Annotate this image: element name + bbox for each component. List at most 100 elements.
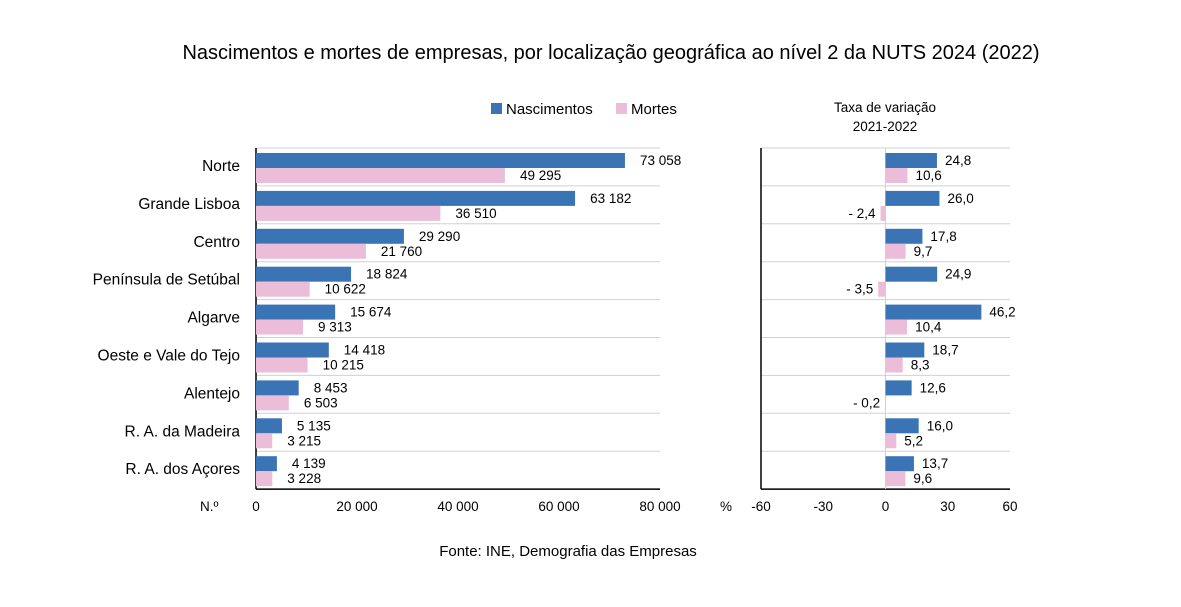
data-label-mortes: 21 760: [381, 244, 422, 259]
rate-bar-mortes: [885, 319, 908, 335]
legend-swatch-nascimentos: [491, 103, 502, 114]
data-label-nascimentos: 29 290: [419, 229, 460, 244]
rate-bar-mortes: [880, 205, 886, 221]
data-label-mortes: 10 215: [323, 358, 364, 373]
rate-bar-nascimentos: [885, 228, 923, 244]
rate-label-nascimentos: 18,7: [932, 343, 958, 358]
x-axis-label: N.º: [200, 499, 219, 514]
category-label: R. A. dos Açores: [125, 461, 240, 478]
bar-mortes: [256, 281, 310, 297]
rate-bar-mortes: [878, 281, 886, 297]
data-label-nascimentos: 8 453: [314, 380, 348, 395]
rate-bar-nascimentos: [885, 304, 982, 320]
source-label: Fonte:: [439, 543, 482, 560]
bar-nascimentos: [256, 304, 336, 320]
data-label-mortes: 3 228: [287, 471, 321, 486]
data-label-mortes: 3 215: [287, 433, 321, 448]
rate-label-nascimentos: 12,6: [920, 380, 946, 395]
rate-label-nascimentos: 24,8: [945, 153, 971, 168]
rate-label-nascimentos: 13,7: [922, 456, 948, 471]
rate-bar-nascimentos: [885, 418, 919, 434]
category-label: Algarve: [187, 310, 240, 327]
rate-x-tick-label: 0: [882, 499, 890, 514]
x-tick-label: 20 000: [336, 499, 377, 514]
source-text: INE, Demografia das Empresas: [481, 543, 697, 560]
rate-bar-mortes: [885, 395, 886, 411]
rate-label-nascimentos: 17,8: [930, 229, 956, 244]
rate-bar-nascimentos: [885, 380, 912, 396]
data-label-mortes: 49 295: [520, 168, 561, 183]
bar-nascimentos: [256, 418, 282, 434]
rate-x-axis-label: %: [720, 499, 732, 514]
legend-label-mortes: Mortes: [631, 101, 677, 118]
data-label-nascimentos: 14 418: [344, 343, 385, 358]
bar-nascimentos: [256, 342, 329, 358]
rate-label-mortes: 8,3: [911, 358, 930, 373]
bar-nascimentos: [256, 456, 277, 472]
rate-label-mortes: 9,7: [914, 244, 933, 259]
rate-bar-nascimentos: [885, 266, 938, 282]
bar-mortes: [256, 357, 308, 373]
bar-nascimentos: [256, 228, 404, 244]
rate-x-tick-label: -60: [751, 499, 771, 514]
rate-label-nascimentos: 26,0: [947, 191, 973, 206]
x-tick-label: 80 000: [639, 499, 680, 514]
rate-chart-title-line-1: Taxa de variação: [834, 100, 936, 115]
bar-mortes: [256, 168, 505, 183]
data-label-nascimentos: 15 674: [350, 305, 392, 320]
category-label: Península de Setúbal: [93, 272, 240, 289]
data-label-nascimentos: 4 139: [292, 456, 326, 471]
legend-swatch-mortes: [616, 103, 627, 114]
category-label: Oeste e Vale do Tejo: [98, 348, 240, 365]
data-label-nascimentos: 18 824: [366, 267, 408, 282]
bar-nascimentos: [256, 266, 352, 282]
rate-label-mortes: - 0,2: [853, 395, 880, 410]
rate-bar-nascimentos: [885, 342, 925, 358]
rate-x-tick-label: -30: [813, 499, 833, 514]
rate-chart-title-line-2: 2021-2022: [853, 119, 918, 134]
rate-bar-mortes: [885, 471, 906, 487]
bar-mortes: [256, 319, 304, 335]
rate-x-tick-label: 60: [1002, 499, 1017, 514]
rate-label-mortes: - 2,4: [849, 206, 877, 221]
data-label-mortes: 36 510: [455, 206, 496, 221]
rate-label-mortes: 10,6: [915, 168, 941, 183]
rate-bar-mortes: [885, 243, 906, 259]
rate-bar-mortes: [885, 168, 908, 183]
rate-label-nascimentos: 46,2: [989, 305, 1015, 320]
bar-mortes: [256, 243, 366, 259]
rate-label-nascimentos: 24,9: [945, 267, 971, 282]
bar-mortes: [256, 471, 273, 487]
category-label: R. A. da Madeira: [125, 423, 241, 440]
rate-label-nascimentos: 16,0: [927, 418, 953, 433]
chart-title: Nascimentos e mortes de empresas, por lo…: [182, 42, 1040, 64]
rate-bar-mortes: [885, 433, 897, 449]
rate-bar-nascimentos: [885, 190, 940, 206]
data-label-mortes: 9 313: [318, 320, 352, 335]
variation-rate-chart: Taxa de variação 2021-2022 24,8 10,6 26,0 - 2…: [720, 100, 1018, 514]
rate-label-mortes: 9,6: [913, 471, 932, 486]
data-label-nascimentos: 73 058: [640, 153, 681, 168]
data-label-nascimentos: 63 182: [590, 191, 631, 206]
rate-label-mortes: - 3,5: [846, 282, 873, 297]
rate-bar-nascimentos: [885, 153, 937, 168]
births-deaths-chart: Norte 73 058 49 295 Grande Lisboa 63 182 36 5…: [93, 147, 681, 514]
rate-bar-mortes: [885, 357, 903, 373]
x-tick-label: 0: [252, 499, 260, 514]
rate-bar-nascimentos: [885, 456, 914, 472]
bar-mortes: [256, 395, 289, 411]
rate-label-mortes: 5,2: [904, 433, 923, 448]
data-label-mortes: 10 622: [325, 282, 366, 297]
legend: Nascimentos Mortes: [491, 101, 677, 118]
source-note: Fonte: INE, Demografia das Empresas: [0, 543, 1136, 560]
bar-nascimentos: [256, 380, 299, 396]
data-label-mortes: 6 503: [304, 395, 338, 410]
rate-x-tick-label: 30: [940, 499, 955, 514]
category-label: Norte: [202, 158, 240, 175]
legend-label-nascimentos: Nascimentos: [506, 101, 593, 118]
x-tick-label: 60 000: [538, 499, 579, 514]
rate-label-mortes: 10,4: [915, 320, 942, 335]
category-label: Grande Lisboa: [138, 196, 240, 213]
bar-mortes: [256, 205, 441, 221]
